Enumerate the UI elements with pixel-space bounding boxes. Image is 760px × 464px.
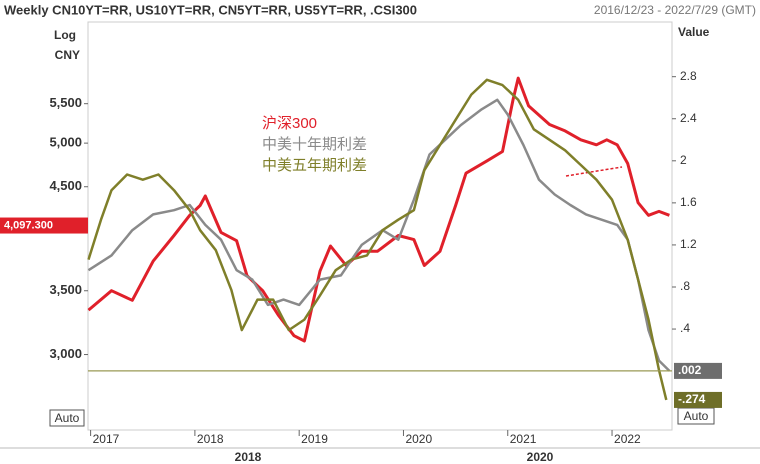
date-range: 2016/12/23 - 2022/7/29 (GMT) [594, 3, 756, 17]
x-tick-label: 2021 [510, 432, 537, 446]
auto-label[interactable]: Auto [684, 409, 709, 423]
y-tick-label: 5,000 [49, 135, 82, 150]
x-tick-label: 2022 [614, 432, 641, 446]
x-tick-label: 2017 [93, 432, 120, 446]
trend-line [565, 166, 623, 177]
series-line [87, 78, 668, 401]
plot-area [87, 21, 673, 431]
last-value-label: .002 [678, 363, 702, 377]
y2-label: Value [678, 25, 710, 39]
chart-title: Weekly CN10YT=RR, US10YT=RR, CN5YT=RR, U… [4, 2, 417, 17]
y2-tick-label: 1.6 [680, 195, 697, 209]
y-label: CNY [55, 48, 80, 62]
legend-label: 中美五年期利差 [262, 157, 367, 174]
y2-tick-label: .8 [680, 279, 690, 293]
y2-tick-label: 1.2 [680, 237, 697, 251]
y-tick-label: 4,500 [49, 178, 82, 193]
y-tick-label: 3,000 [49, 346, 82, 361]
last-value-label: -.274 [678, 392, 706, 406]
x-tick-label: 2018 [197, 432, 224, 446]
y2-tick-label: 2.4 [680, 111, 697, 125]
y2-tick-label: 2.8 [680, 69, 697, 83]
legend-label: 中美十年期利差 [262, 136, 367, 153]
last-value-box [0, 217, 88, 234]
y-tick-label: 5,500 [49, 95, 82, 110]
x-group-label: 2018 [235, 450, 262, 464]
x-tick-label: 2019 [301, 432, 328, 446]
last-value-label: 4,097.300 [4, 219, 53, 231]
y-scale-label: Log [54, 28, 76, 42]
series-line [87, 98, 671, 372]
last-value-box [674, 391, 722, 408]
x-group-label: 2020 [527, 450, 554, 464]
auto-button[interactable] [677, 407, 715, 425]
auto-label[interactable]: Auto [55, 411, 80, 425]
last-value-box [674, 362, 722, 379]
legend-label: 沪深300 [262, 115, 317, 132]
x-tick-label: 2020 [405, 432, 432, 446]
y-tick-label: 3,500 [49, 282, 82, 297]
y2-tick-label: 2 [680, 153, 687, 167]
series-line [87, 76, 670, 343]
auto-button[interactable] [49, 409, 85, 427]
y2-tick-label: .4 [680, 321, 690, 335]
